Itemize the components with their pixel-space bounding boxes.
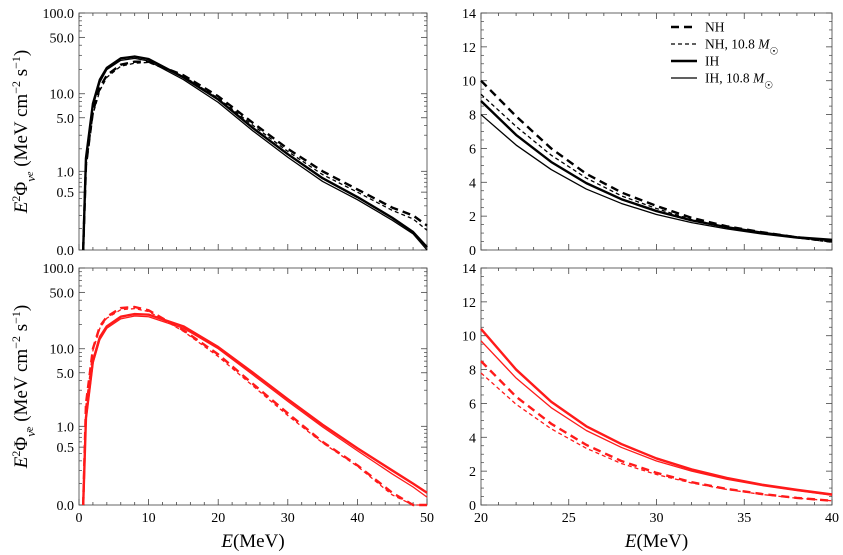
legend: NH NH, 10.8 M☉IH IH, 10.8 M☉ <box>671 20 779 92</box>
series-line-ih <box>480 100 833 242</box>
y-axis-label: E2Φν̄e (MeV cm−2 s−1) <box>9 305 38 470</box>
plot-frame <box>78 12 428 251</box>
y-tick-label: 4 <box>469 431 476 446</box>
y-tick-label: 12 <box>462 296 476 311</box>
plot-frame <box>78 267 428 506</box>
series-line-nh <box>480 79 833 243</box>
series-line-nh <box>81 60 428 251</box>
series-line-nh <box>480 360 833 502</box>
y-tick-label: 0 <box>469 244 476 259</box>
series-line-nh-10-8-m <box>82 61 428 251</box>
x-tick-label: 40 <box>350 511 364 526</box>
x-tick-label: 0 <box>76 511 83 526</box>
x-tick-label: 35 <box>737 511 751 526</box>
series-line-nh-10-8-m <box>82 307 427 506</box>
legend-label: NH, 10.8 M☉ <box>705 37 779 58</box>
y-tick-label: 2 <box>469 210 476 225</box>
series-line-ih <box>480 328 833 496</box>
y-tick-label: 6 <box>469 142 476 157</box>
y-tick-label: 50.0 <box>50 286 75 301</box>
x-tick-label: 40 <box>825 511 839 526</box>
series-line-nh-10-8-m <box>480 93 833 244</box>
x-tick-label: 20 <box>211 511 225 526</box>
y-tick-label: 0 <box>469 499 476 514</box>
panel-nuebar-full: 0 10 20 30 40 50 0.0 0.5 1.0 5.0 10.0 50.0 100.0 E2Φν… <box>9 262 434 552</box>
y-tick-label: 4 <box>469 176 476 191</box>
legend-label: NH <box>705 20 725 35</box>
y-tick-label: 1.0 <box>57 165 75 180</box>
y-tick-label: 5.0 <box>57 112 75 127</box>
y-tick-label: 14 <box>462 262 476 277</box>
x-tick-label: 50 <box>420 511 434 526</box>
y-axis-label: E2Φνe (MeV cm−2 s−1) <box>9 50 38 215</box>
y-tick-label: 8 <box>469 109 476 124</box>
y-tick-label: 50.0 <box>50 31 75 46</box>
series-line-ih-10-8-m <box>480 114 833 242</box>
x-tick-label: 25 <box>562 511 576 526</box>
y-tick-label: 14 <box>462 7 476 22</box>
y-tick-label: 10 <box>462 330 476 345</box>
series-line-ih-10-8-m <box>82 315 428 506</box>
series-line-ih <box>81 55 428 251</box>
x-axis-label: E(MeV) <box>220 531 284 552</box>
series-line-nh <box>81 305 427 507</box>
series-line-ih <box>81 312 428 506</box>
panel-nue-zoom: 0 2 4 6 8 10 12 14 NH NH, 10.8 M☉IH IH, 10.8 M☉ <box>462 7 833 259</box>
x-tick-label: 20 <box>474 511 488 526</box>
series-line-ih-10-8-m <box>82 57 428 251</box>
y-tick-label: 10.0 <box>50 343 75 358</box>
y-tick-label: 0.0 <box>57 244 75 259</box>
panel-nue-full: 0.0 0.5 1.0 5.0 10.0 50.0 100.0 E2Φνe (MeV cm−2… <box>9 7 428 259</box>
x-axis-label: E(MeV) <box>624 531 688 552</box>
y-tick-label: 2 <box>469 465 476 480</box>
y-tick-label: 10.0 <box>50 88 75 103</box>
y-tick-label: 5.0 <box>57 367 75 382</box>
y-tick-label: 0.0 <box>57 499 75 514</box>
x-tick-label: 30 <box>650 511 664 526</box>
y-tick-label: 6 <box>469 397 476 412</box>
series-line-ih-10-8-m <box>480 340 833 496</box>
x-tick-label: 30 <box>281 511 295 526</box>
y-tick-label: 8 <box>469 364 476 379</box>
y-tick-label: 10 <box>462 75 476 90</box>
legend-label: IH, 10.8 M☉ <box>705 71 773 92</box>
legend-label: IH <box>705 54 719 69</box>
y-tick-label: 1.0 <box>57 420 75 435</box>
panel-nuebar-zoom: 20 25 30 35 40 0 2 4 6 8 10 12 14 E(MeV) <box>462 262 839 552</box>
y-tick-label: 12 <box>462 41 476 56</box>
y-tick-label: 100.0 <box>43 7 75 22</box>
series-line-nh-10-8-m <box>480 372 833 502</box>
y-tick-label: 100.0 <box>43 262 75 277</box>
y-tick-label: 0.5 <box>57 441 75 456</box>
y-tick-label: 0.5 <box>57 186 75 201</box>
x-tick-label: 10 <box>142 511 156 526</box>
